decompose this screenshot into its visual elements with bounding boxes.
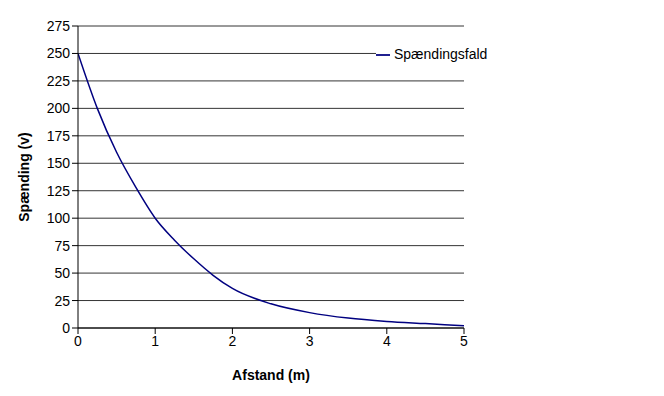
- svg-text:0: 0: [62, 320, 70, 336]
- svg-text:200: 200: [47, 100, 71, 116]
- svg-text:25: 25: [54, 293, 70, 309]
- svg-text:Spænding (v): Spænding (v): [16, 132, 32, 221]
- svg-text:Afstand (m): Afstand (m): [232, 367, 310, 383]
- svg-text:3: 3: [306, 333, 314, 349]
- svg-text:125: 125: [47, 183, 71, 199]
- svg-text:4: 4: [383, 333, 391, 349]
- svg-text:175: 175: [47, 128, 71, 144]
- svg-text:1: 1: [151, 333, 159, 349]
- svg-text:75: 75: [54, 238, 70, 254]
- svg-text:250: 250: [47, 45, 71, 61]
- svg-text:0: 0: [74, 333, 82, 349]
- svg-text:50: 50: [54, 265, 70, 281]
- svg-text:100: 100: [47, 210, 71, 226]
- svg-text:150: 150: [47, 155, 71, 171]
- svg-text:2: 2: [229, 333, 237, 349]
- svg-text:5: 5: [460, 333, 468, 349]
- svg-text:225: 225: [47, 73, 71, 89]
- svg-text:275: 275: [47, 18, 71, 34]
- html-text:Spændingsfald: Spændingsfald: [394, 46, 488, 62]
